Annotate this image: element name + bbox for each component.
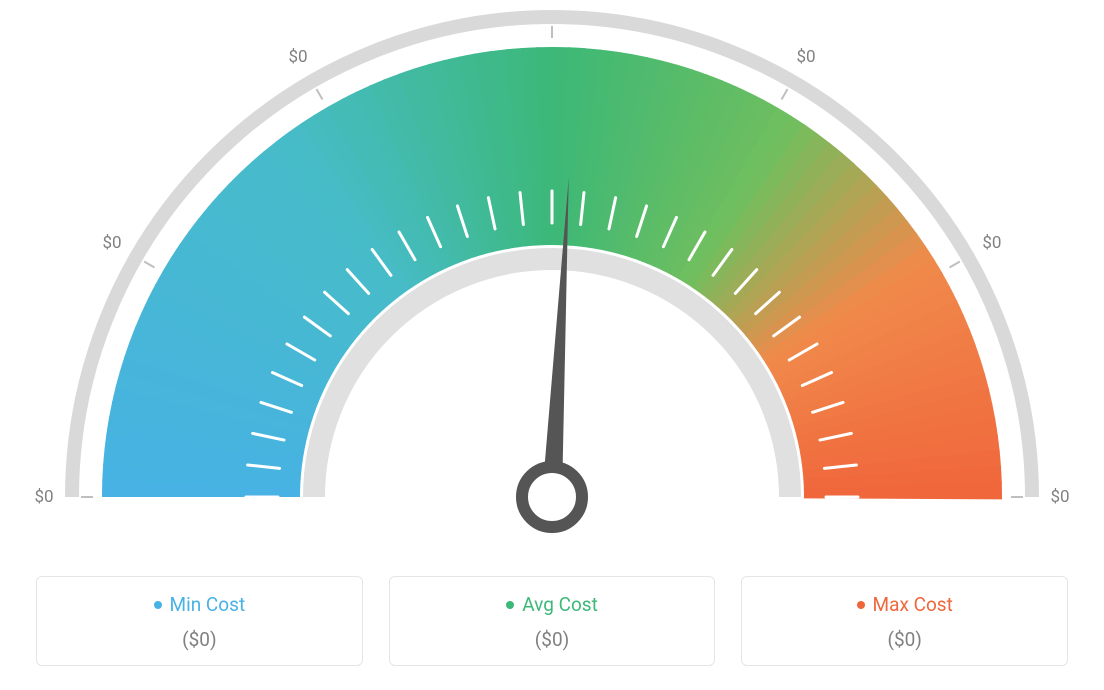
legend-box-avg: Avg Cost ($0) (389, 576, 716, 666)
legend-value-max: ($0) (752, 628, 1057, 651)
legend-dot-avg (506, 601, 514, 609)
legend-dot-min (154, 601, 162, 609)
gauge-needle-base (522, 467, 582, 527)
gauge-tick-label: $0 (796, 47, 815, 67)
gauge-tick-label: $0 (34, 487, 53, 507)
gauge-tick-label: $0 (982, 233, 1001, 253)
legend-title-row: Avg Cost (400, 593, 705, 616)
legend-value-min: ($0) (47, 628, 352, 651)
legend-label-avg: Avg Cost (522, 593, 598, 616)
legend-row: Min Cost ($0) Avg Cost ($0) Max Cost ($0… (36, 576, 1068, 666)
gauge-area: $0$0$0$0$0$0$0 (0, 0, 1104, 560)
legend-title-row: Max Cost (752, 593, 1057, 616)
legend-label-max: Max Cost (873, 593, 953, 616)
gauge-svg (0, 0, 1104, 560)
legend-box-max: Max Cost ($0) (741, 576, 1068, 666)
gauge-chart-container: $0$0$0$0$0$0$0 Min Cost ($0) Avg Cost ($… (0, 0, 1104, 690)
legend-title-row: Min Cost (47, 593, 352, 616)
legend-value-avg: ($0) (400, 628, 705, 651)
gauge-tick-label: $0 (102, 233, 121, 253)
gauge-tick-label: $0 (288, 47, 307, 67)
legend-box-min: Min Cost ($0) (36, 576, 363, 666)
legend-dot-max (857, 601, 865, 609)
gauge-tick-label: $0 (1050, 487, 1069, 507)
legend-label-min: Min Cost (170, 593, 246, 616)
